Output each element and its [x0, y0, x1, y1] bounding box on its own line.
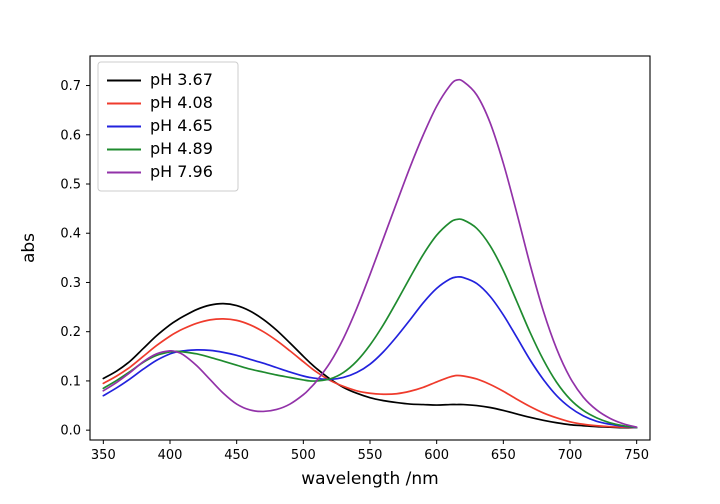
x-tick-label: 550: [358, 448, 383, 463]
x-tick-label: 500: [291, 448, 316, 463]
legend-label-4: pH 7.96: [150, 162, 213, 181]
x-tick-label: 600: [424, 448, 449, 463]
series-line-2: [102, 275, 638, 429]
y-tick-label: 0.1: [60, 374, 81, 389]
x-tick-label: 750: [624, 448, 649, 463]
legend-label-3: pH 4.89: [150, 139, 213, 158]
series-line-0: [102, 302, 638, 429]
series-line-3: [102, 218, 638, 429]
legend-label-2: pH 4.65: [150, 116, 213, 135]
x-tick-label: 400: [158, 448, 183, 463]
series-line-4: [102, 78, 638, 429]
y-tick-label: 0.6: [60, 128, 81, 143]
x-tick-label: 450: [224, 448, 249, 463]
series-line-1: [102, 318, 638, 429]
legend-label-1: pH 4.08: [150, 93, 213, 112]
x-tick-label: 650: [491, 448, 516, 463]
y-axis-title: abs: [19, 233, 39, 263]
legend-label-0: pH 3.67: [150, 70, 213, 89]
x-tick-label: 700: [558, 448, 583, 463]
y-tick-label: 0.2: [60, 325, 81, 340]
x-tick-label: 350: [91, 448, 116, 463]
y-tick-label: 0.4: [60, 227, 81, 242]
y-tick-label: 0.5: [60, 178, 81, 193]
y-tick-label: 0.0: [60, 424, 81, 439]
y-tick-label: 0.7: [60, 79, 81, 94]
x-axis-ticks: 350 400 450 500 550 600 650 700 750: [91, 440, 649, 463]
series-lines: [102, 78, 638, 429]
chart-legend: pH 3.67 pH 4.08 pH 4.65 pH 4.89 pH 7.96: [97, 61, 239, 192]
y-axis-ticks: 0.0 0.1 0.2 0.3 0.4 0.5 0.6 0.7: [60, 79, 90, 439]
y-tick-label: 0.3: [60, 276, 81, 291]
x-axis-title: wavelength /nm: [301, 469, 439, 489]
legend-background: [97, 61, 239, 192]
